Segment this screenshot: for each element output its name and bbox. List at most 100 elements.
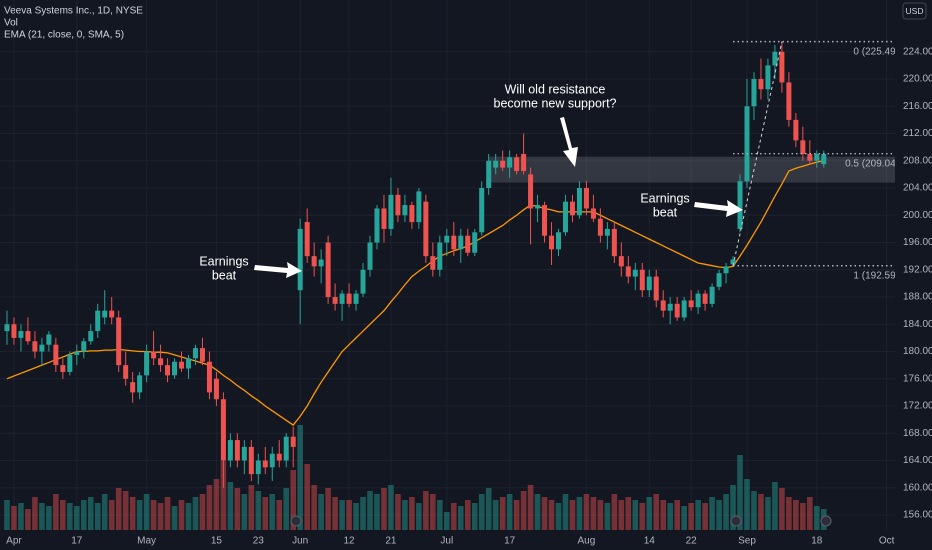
earnings-icon[interactable] — [290, 515, 302, 527]
volume-bar — [206, 485, 213, 530]
x-tick-label: 17 — [504, 536, 516, 547]
candle-body — [723, 266, 729, 274]
volume-bar — [646, 497, 653, 530]
candle-body — [500, 160, 506, 168]
chart-title: Veeva Systems Inc., 1D, NYSE — [4, 6, 143, 17]
candle-body — [625, 266, 631, 277]
candle-body — [618, 256, 624, 267]
volume-bar — [590, 497, 597, 530]
volume-bar — [625, 497, 632, 530]
candle-body — [821, 153, 827, 165]
volume-bar — [471, 503, 478, 530]
volume-bar — [534, 494, 541, 530]
candle-body — [123, 365, 129, 379]
candle-body — [318, 259, 324, 267]
candle-body — [353, 293, 359, 304]
y-tick-label: 160.00 — [903, 482, 932, 493]
annotation: become new support? — [494, 96, 617, 110]
ema-line — [6, 160, 824, 426]
volume-bar — [430, 494, 436, 530]
volume-bar — [695, 500, 701, 530]
volume-bar — [227, 482, 234, 530]
candle-body — [346, 293, 352, 304]
candle-body — [206, 361, 212, 393]
volume-bar — [569, 500, 576, 530]
candle-body — [562, 201, 568, 233]
candle-body — [255, 460, 261, 475]
volume-bar — [730, 485, 736, 530]
candle-body — [53, 344, 59, 366]
volume-bar — [723, 494, 729, 530]
currency-box[interactable] — [902, 2, 927, 20]
candle-body — [360, 269, 366, 294]
volume-bar — [18, 503, 24, 530]
volume-bar — [681, 506, 687, 530]
volume-bar — [381, 488, 387, 530]
candle-body — [367, 242, 373, 270]
candle-body — [74, 351, 80, 355]
volume-bar — [751, 491, 757, 530]
volume-bar — [255, 491, 262, 530]
volume-bar — [269, 494, 276, 530]
candle-body — [569, 201, 575, 216]
x-tick-label: 12 — [344, 536, 356, 547]
candle-body — [681, 300, 687, 318]
y-tick-label: 192.00 — [903, 264, 932, 275]
volume-bar — [367, 491, 373, 530]
candle-body — [758, 79, 764, 90]
candle-body — [18, 331, 24, 338]
volume-bar — [143, 494, 150, 530]
volume-bar — [478, 494, 485, 530]
candle-body — [611, 228, 617, 257]
candle-body — [800, 140, 806, 154]
volume-bar — [297, 425, 303, 530]
annotation: Will old resistance — [505, 82, 606, 96]
arrow — [254, 262, 302, 278]
x-tick-label: Jul — [440, 536, 453, 547]
candle-body — [514, 157, 520, 171]
candle-body — [130, 382, 136, 393]
volume-bar — [248, 485, 255, 530]
volume-bar — [185, 503, 192, 530]
volume-bar — [129, 497, 136, 530]
volume-bar — [318, 494, 324, 530]
volume-bar — [67, 503, 73, 530]
volume-bar — [311, 485, 317, 530]
candle-body — [765, 65, 771, 90]
event-icon[interactable] — [820, 515, 832, 527]
volume-bar — [485, 488, 492, 530]
earnings-icon[interactable] — [730, 515, 742, 527]
candle-body — [137, 375, 143, 393]
volume-bar — [283, 488, 290, 530]
annotation: Earnings — [640, 191, 689, 205]
candle-body — [116, 317, 122, 366]
candle-body — [409, 205, 415, 223]
candle-body — [144, 351, 150, 376]
volume-bar — [25, 509, 31, 530]
candle-body — [751, 79, 757, 107]
volume-bar — [199, 494, 206, 530]
candle-body — [388, 194, 394, 229]
candle-body — [793, 119, 799, 141]
volume-bar — [178, 500, 185, 530]
candle-body — [583, 188, 589, 209]
candle-body — [46, 334, 52, 345]
candle-body — [67, 354, 73, 372]
volume-bar — [80, 500, 87, 530]
y-tick-label: 156.00 — [903, 510, 932, 521]
x-tick-label: 15 — [211, 536, 223, 547]
y-tick-label: 212.00 — [903, 128, 932, 139]
volume-bar — [611, 494, 618, 530]
x-tick-label: 23 — [253, 536, 265, 547]
candle-body — [576, 188, 582, 216]
candle-body — [744, 106, 750, 182]
volume-bar — [457, 506, 464, 530]
y-tick-label: 180.00 — [903, 346, 932, 357]
candle-body — [549, 235, 555, 250]
candle-body — [109, 310, 115, 318]
volume-bar — [583, 494, 590, 530]
volume-bar — [618, 500, 625, 530]
candle-body — [486, 160, 492, 189]
currency[interactable]: USD — [906, 6, 924, 16]
